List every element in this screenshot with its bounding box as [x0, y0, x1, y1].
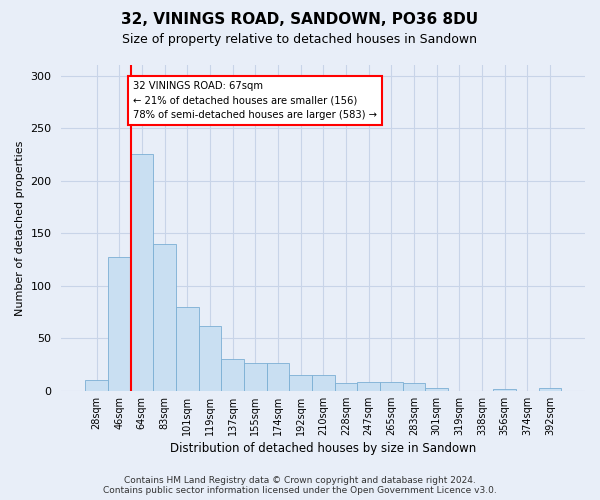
Bar	[244, 364, 266, 391]
Bar	[357, 382, 380, 391]
Bar	[493, 388, 516, 391]
Bar	[153, 244, 176, 391]
Bar	[176, 306, 199, 391]
Text: 32, VININGS ROAD, SANDOWN, PO36 8DU: 32, VININGS ROAD, SANDOWN, PO36 8DU	[121, 12, 479, 28]
Bar	[425, 388, 448, 391]
Bar	[403, 384, 425, 391]
Bar	[131, 154, 153, 391]
Bar	[199, 326, 221, 391]
Bar	[380, 382, 403, 391]
Bar	[266, 364, 289, 391]
Text: 32 VININGS ROAD: 67sqm
← 21% of detached houses are smaller (156)
78% of semi-de: 32 VININGS ROAD: 67sqm ← 21% of detached…	[133, 81, 377, 120]
Bar	[85, 380, 108, 391]
X-axis label: Distribution of detached houses by size in Sandown: Distribution of detached houses by size …	[170, 442, 476, 455]
Bar	[539, 388, 561, 391]
Bar	[312, 375, 335, 391]
Text: Contains HM Land Registry data © Crown copyright and database right 2024.
Contai: Contains HM Land Registry data © Crown c…	[103, 476, 497, 495]
Bar	[335, 384, 357, 391]
Bar	[221, 360, 244, 391]
Bar	[289, 375, 312, 391]
Text: Size of property relative to detached houses in Sandown: Size of property relative to detached ho…	[122, 32, 478, 46]
Bar	[108, 258, 131, 391]
Y-axis label: Number of detached properties: Number of detached properties	[15, 140, 25, 316]
